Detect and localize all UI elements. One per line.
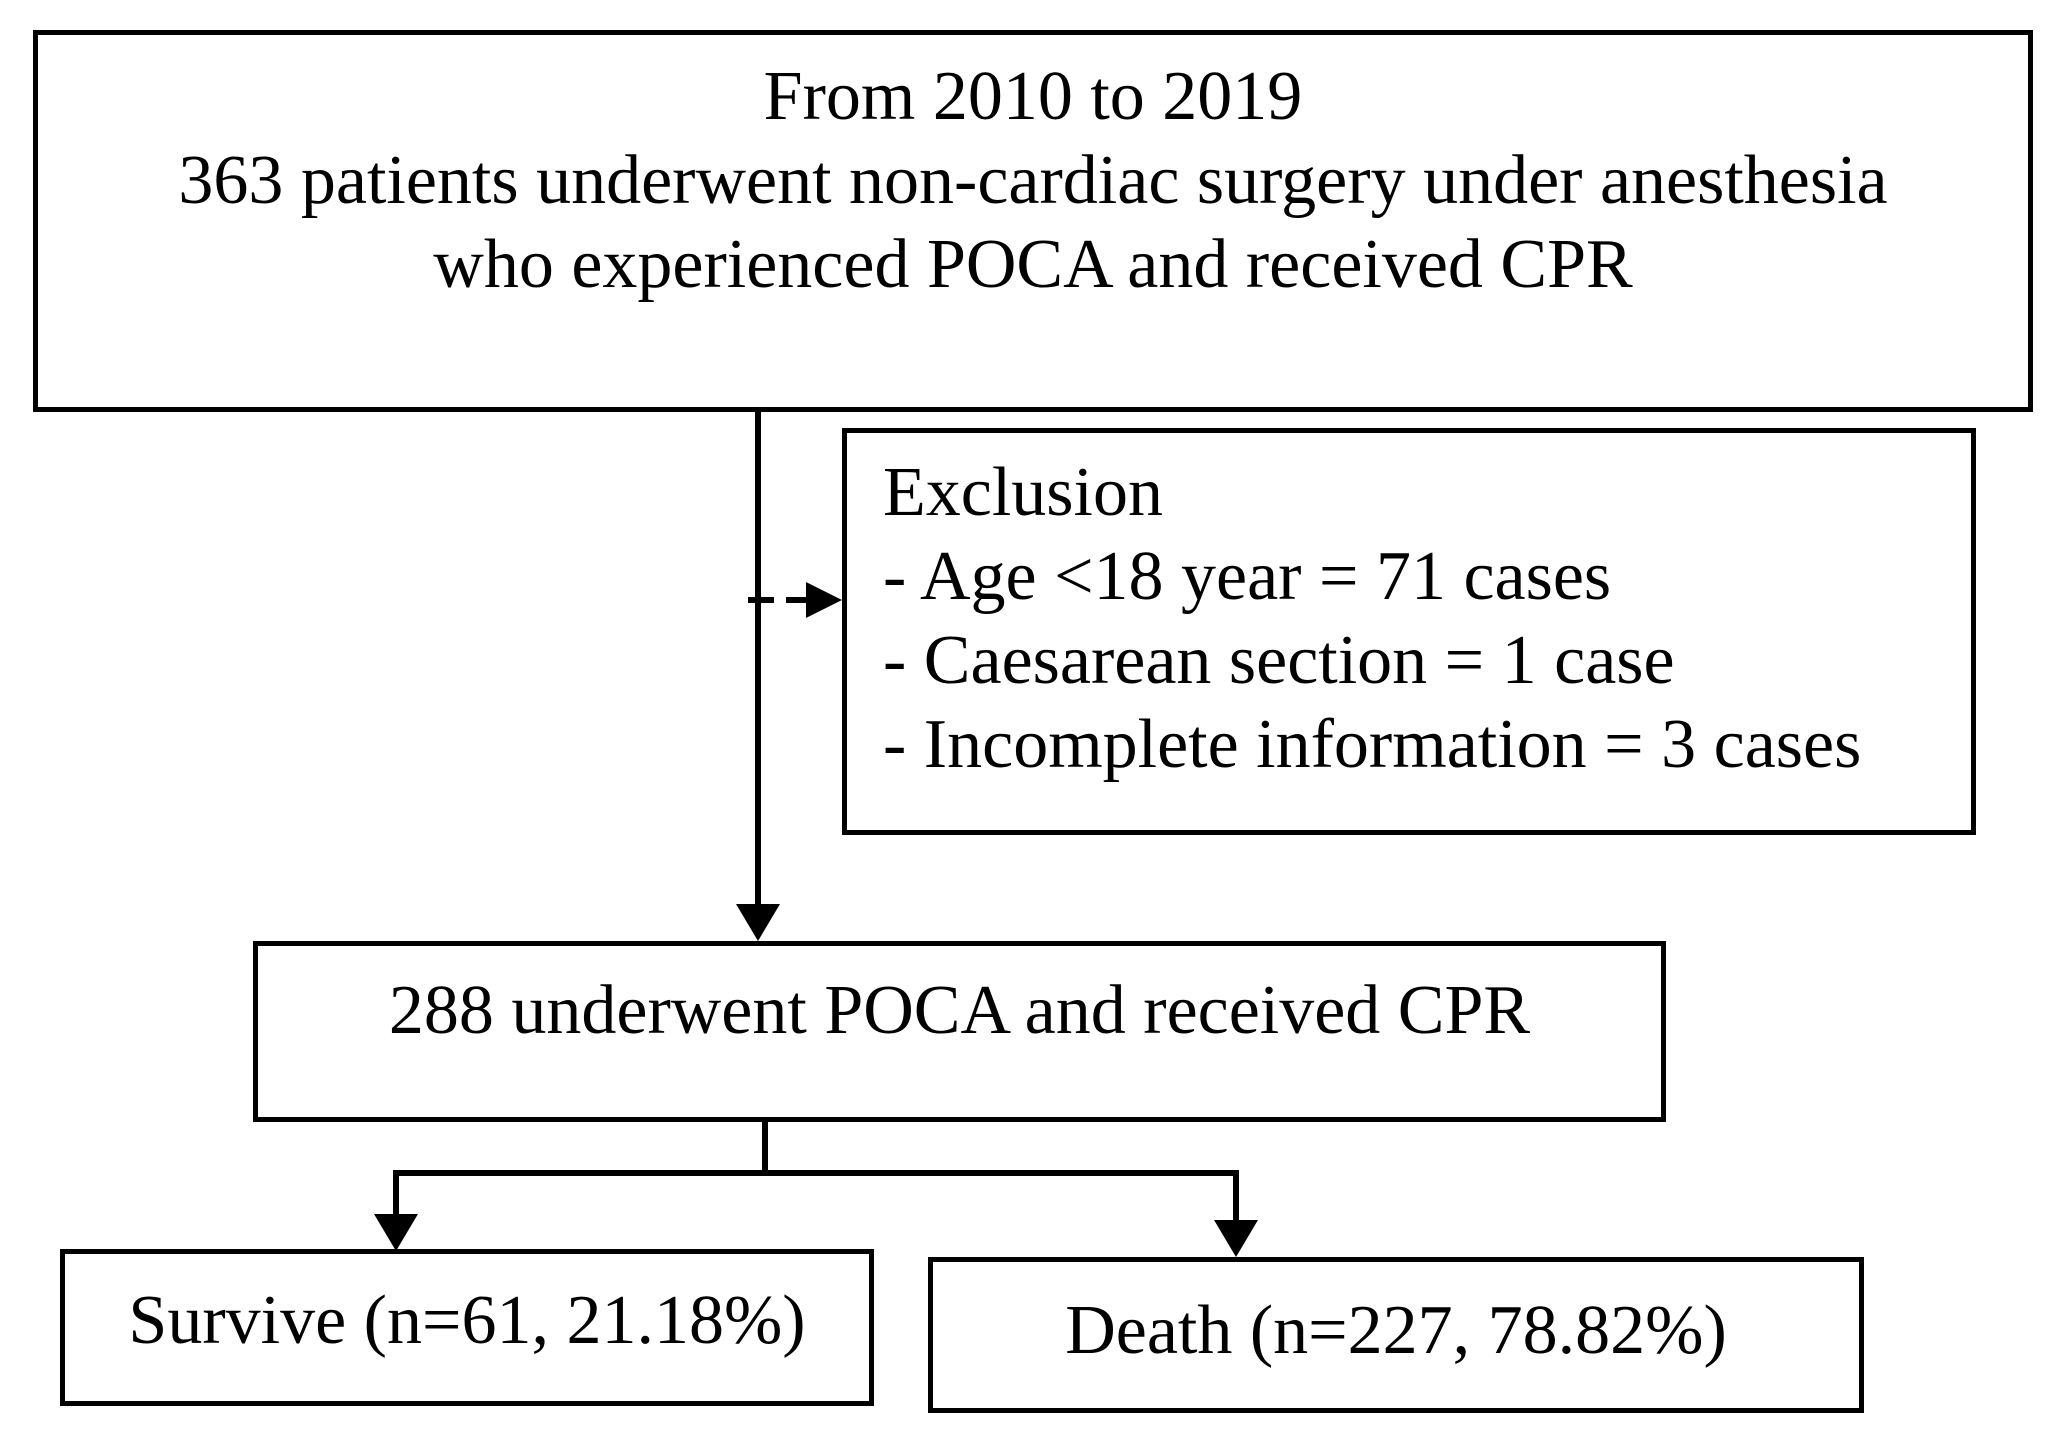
eligible-text: 288 underwent POCA and received CPR — [388, 971, 1531, 1049]
arrowhead-down-icon — [374, 1214, 418, 1251]
exclusion-item-incomplete: - Incomplete information = 3 cases — [883, 706, 1862, 783]
cohort-box: From 2010 to 2019 363 patients underwent… — [33, 30, 2033, 412]
cohort-line-population: 363 patients underwent non-cardiac surge… — [178, 142, 1888, 219]
arrowhead-right-icon — [806, 582, 842, 618]
cohort-line-criteria: who experienced POCA and received CPR — [433, 226, 1633, 303]
dashed-connector-segment — [748, 597, 774, 603]
cohort-line-period: From 2010 to 2019 — [763, 58, 1303, 135]
eligible-box: 288 underwent POCA and received CPR — [253, 941, 1666, 1122]
dashed-connector-segment — [786, 597, 806, 603]
death-outcome-box: Death (n=227, 78.82%) — [928, 1257, 1864, 1413]
exclusion-item-caesarean: - Caesarean section = 1 case — [883, 622, 1675, 699]
exclusion-item-age: - Age <18 year = 71 cases — [883, 538, 1612, 615]
death-text: Death (n=227, 78.82%) — [1065, 1292, 1727, 1369]
branch-left-drop-line — [393, 1170, 399, 1214]
branch-right-drop-line — [1233, 1170, 1239, 1220]
exclusion-title: Exclusion — [883, 454, 1163, 531]
connector-vertical-line — [755, 412, 761, 904]
survive-text: Survive (n=61, 21.18%) — [128, 1281, 806, 1359]
branch-horizontal-line — [393, 1170, 1239, 1176]
exclusion-box: Exclusion - Age <18 year = 71 cases - Ca… — [842, 428, 1976, 835]
branch-stub-line — [762, 1122, 768, 1173]
arrowhead-down-icon — [1214, 1220, 1258, 1257]
survive-outcome-box: Survive (n=61, 21.18%) — [60, 1249, 874, 1406]
arrowhead-down-icon — [736, 904, 780, 941]
